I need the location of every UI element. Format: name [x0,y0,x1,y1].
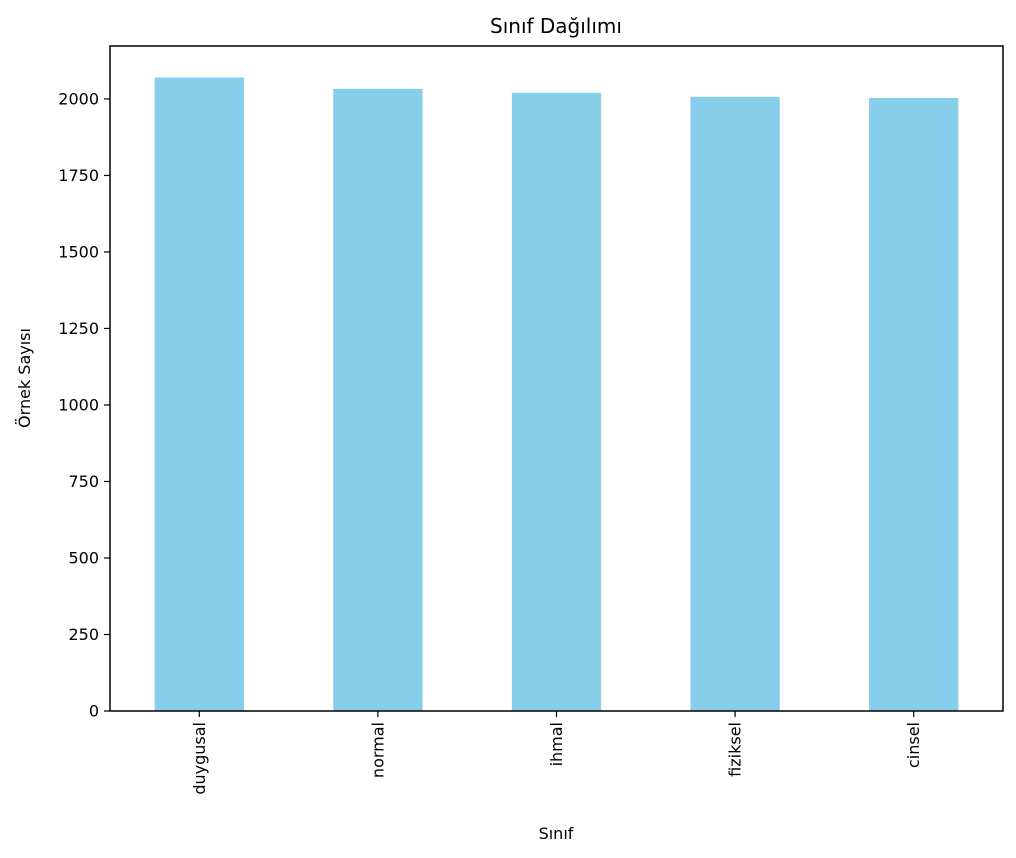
plot-frame [109,45,1004,712]
x-tick-label: normal [368,722,387,778]
x-tick-label: duygusal [190,722,209,795]
x-tick-label: cinsel [904,722,923,768]
bars-group [154,77,959,712]
x-tick-label: ihmal [547,722,566,766]
bar-cinsel [869,98,959,711]
y-tick-label: 500 [68,548,99,567]
y-axis-label: Örnek Sayısı [15,328,34,428]
y-tick-label: 2000 [58,89,99,108]
y-tick-label: 0 [89,702,99,721]
x-axis-ticks: duygusal normal ihmal fiziksel cinsel [190,711,923,795]
bar-duygusal [154,77,244,711]
y-tick-label: 1500 [58,242,99,261]
y-tick-label: 750 [68,472,99,491]
y-tick-label: 250 [68,625,99,644]
y-tick-label: 1250 [58,319,99,338]
y-tick-label: 1000 [58,395,99,414]
chart-title: Sınıf Dağılımı [490,14,622,38]
y-axis-ticks: 0 250 500 750 1000 1250 1500 1750 2000 [58,89,110,721]
y-tick-label: 1750 [58,166,99,185]
x-axis-label: Sınıf [539,824,574,843]
bar-fiziksel [690,96,780,712]
bar-normal [333,88,423,712]
x-tick-label: fiziksel [726,722,745,777]
bar-ihmal [511,92,602,711]
